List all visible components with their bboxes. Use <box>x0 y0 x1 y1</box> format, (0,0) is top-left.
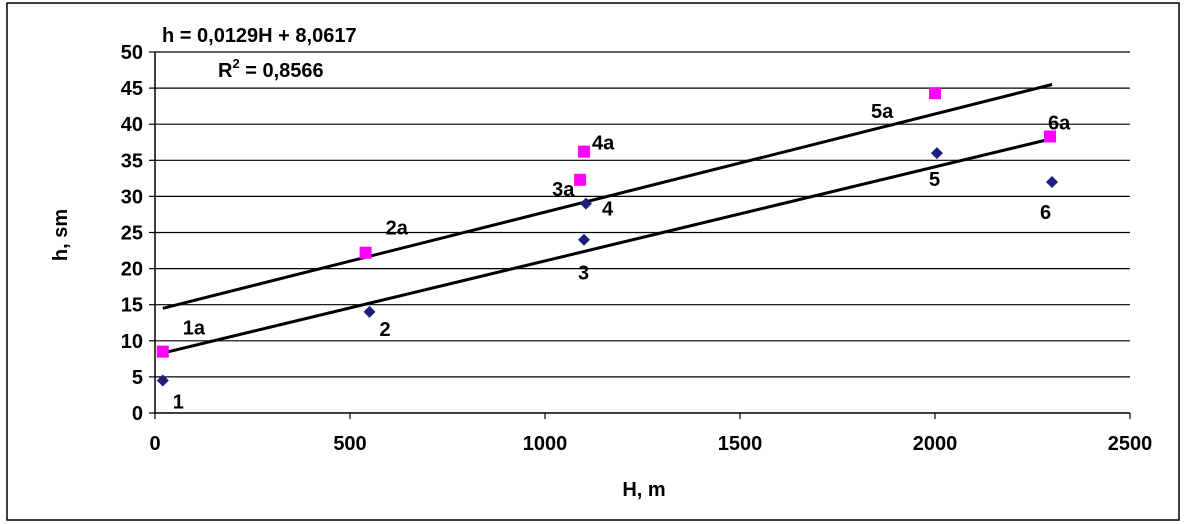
point-label: 3a <box>552 179 575 201</box>
data-point <box>930 147 943 160</box>
point-label: 3 <box>578 263 589 285</box>
y-tick-label: 5 <box>132 367 143 389</box>
y-tick-label: 50 <box>121 42 143 64</box>
point-label: 1 <box>173 392 184 414</box>
chart-border <box>6 2 1180 521</box>
y-tick-label: 45 <box>121 78 143 100</box>
x-tick-label: 500 <box>333 433 366 455</box>
point-label: 4a <box>592 133 615 155</box>
data-point <box>1046 175 1058 188</box>
trendline <box>162 83 1053 310</box>
data-point <box>929 87 941 100</box>
data-point <box>579 197 592 210</box>
y-tick-label: 25 <box>121 223 143 245</box>
data-point <box>363 305 376 318</box>
data-point <box>156 374 169 387</box>
trendline <box>162 137 1053 355</box>
r-squared: R2 = 0,8566 <box>218 56 324 82</box>
x-axis-title: H, m <box>622 479 665 501</box>
y-tick-label: 0 <box>132 403 143 425</box>
y-tick-label: 20 <box>121 259 143 281</box>
data-point <box>578 145 590 158</box>
y-tick-label: 15 <box>121 295 143 317</box>
point-labels: 1 2 3 4 5 6 1a 2a 3a 4a 5a 6a <box>173 101 1071 413</box>
point-label: 5a <box>871 101 894 123</box>
point-label: 6 <box>1040 202 1051 224</box>
y-axis-title: h, sm <box>50 209 72 261</box>
point-label: 2a <box>386 218 409 240</box>
r-squared-prefix: R <box>218 60 233 82</box>
data-point <box>359 246 372 259</box>
point-label: 4 <box>602 199 614 221</box>
point-label: 1a <box>183 318 206 340</box>
trendlines <box>162 83 1053 355</box>
trend-equation: h = 0,0129H + 8,0617 <box>162 25 357 47</box>
x-tick-label: 0 <box>149 433 160 455</box>
data-point <box>156 345 169 358</box>
y-tick-label: 30 <box>121 186 143 208</box>
axes <box>149 51 1131 419</box>
r-squared-value: = 0,8566 <box>240 60 324 82</box>
x-tick-label: 1500 <box>718 433 763 455</box>
r-squared-power: 2 <box>232 56 239 71</box>
point-label: 6a <box>1048 112 1071 134</box>
point-label: 2 <box>380 319 391 341</box>
x-tick-label: 2500 <box>1108 433 1153 455</box>
point-label: 5 <box>929 169 940 191</box>
data-point <box>578 233 590 246</box>
data-points <box>156 87 1058 387</box>
y-tick-label: 35 <box>121 150 143 172</box>
data-point <box>1044 130 1057 143</box>
data-point <box>574 173 587 186</box>
x-tick-label: 1000 <box>523 433 568 455</box>
y-tick-label: 10 <box>121 331 143 353</box>
x-tick-label: 2000 <box>913 433 958 455</box>
y-tick-label: 40 <box>121 114 143 136</box>
